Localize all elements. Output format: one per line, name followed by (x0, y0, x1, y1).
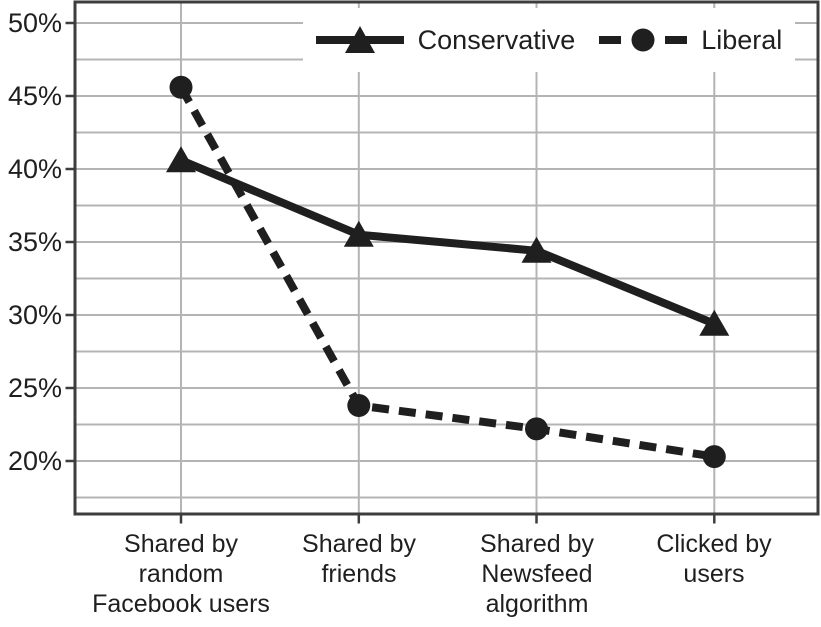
legend-label: Conservative (417, 24, 576, 55)
dashed-line-circle-marker-icon (599, 28, 688, 52)
triangle-marker (166, 146, 196, 173)
x-category-label: Shared by random Facebook users (92, 530, 270, 618)
solid-line-triangle-marker-icon (315, 26, 404, 53)
circle-marker (525, 417, 548, 441)
legend-item-conservative: Conservative (315, 24, 576, 56)
legend-label: Liberal (701, 24, 783, 55)
circle-marker (347, 394, 371, 418)
chart-legend: Conservative Liberal (303, 8, 795, 72)
plot-frame (73, 0, 820, 516)
y-tick-label: 45% (7, 81, 62, 111)
triangle-marker (521, 236, 552, 263)
y-tick-label: 40% (7, 154, 62, 184)
circle-marker (702, 445, 726, 469)
y-tick-label: 50% (7, 8, 62, 38)
y-tick-label: 25% (7, 373, 62, 403)
triangle-marker (343, 220, 374, 247)
triangle-marker (699, 309, 730, 336)
series-line-liberal (177, 85, 715, 461)
series-line-conservative (179, 156, 716, 328)
y-tick-label: 35% (7, 227, 62, 257)
x-category-label: Shared by Newsfeed algorithm (480, 530, 594, 618)
legend-item-liberal: Liberal (599, 24, 782, 56)
x-category-label: Shared by friends (302, 530, 416, 588)
y-tick-label: 20% (7, 446, 62, 476)
x-category-label: Clicked by users (656, 530, 772, 588)
y-tick-label: 30% (7, 300, 62, 330)
circle-marker (169, 75, 193, 99)
